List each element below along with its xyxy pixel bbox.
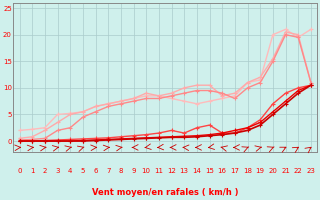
X-axis label: Vent moyen/en rafales ( km/h ): Vent moyen/en rafales ( km/h ) [92,188,238,197]
